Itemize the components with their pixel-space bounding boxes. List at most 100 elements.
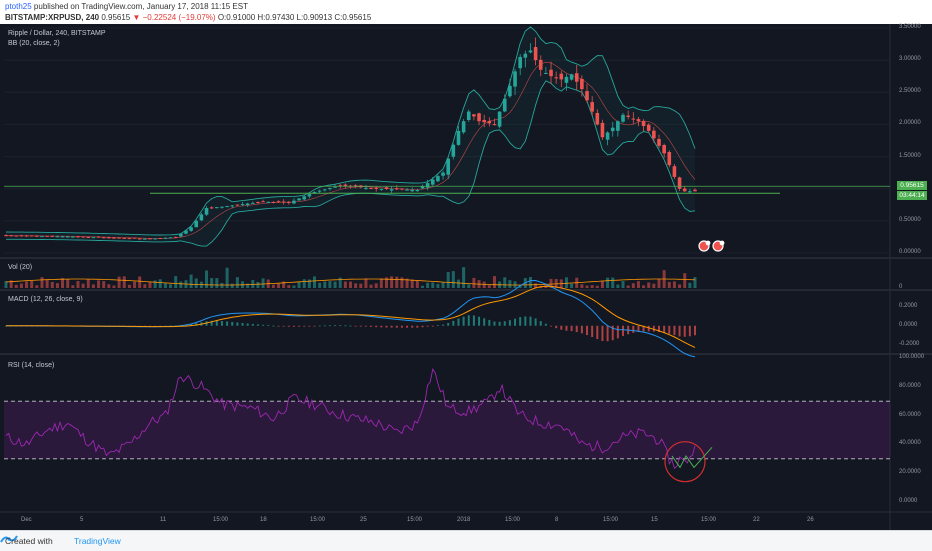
- candle-body: [91, 237, 96, 239]
- volume-bar: [246, 283, 250, 288]
- candle-body: [682, 188, 687, 192]
- time-tick-label: 25: [360, 517, 367, 523]
- candle-body: [179, 233, 183, 237]
- volume-bar: [66, 279, 70, 288]
- volume-bar: [35, 285, 39, 288]
- candle-body: [101, 237, 106, 239]
- volume-bar: [549, 278, 553, 288]
- volume-bar: [307, 279, 311, 288]
- macd-histogram-bar: [668, 325, 671, 334]
- macd-histogram-bar: [514, 318, 517, 326]
- volume-bar: [333, 281, 337, 288]
- candle-body: [461, 121, 466, 133]
- volume-bar: [611, 277, 615, 288]
- macd-histogram-bar: [673, 325, 676, 336]
- volume-bar: [174, 276, 178, 288]
- volume-bar: [492, 276, 496, 288]
- candle-body: [107, 237, 111, 239]
- time-tick-label: Dec: [21, 517, 32, 523]
- volume-bar: [19, 283, 23, 288]
- volume-bar: [621, 281, 625, 288]
- candle-body: [122, 237, 127, 239]
- volume-bar: [426, 282, 430, 288]
- volume-bar: [220, 282, 224, 288]
- macd-histogram-bar: [390, 325, 393, 328]
- macd-histogram-bar: [241, 322, 244, 326]
- candle-body: [286, 201, 291, 203]
- volume-pane-title: Vol (20): [8, 264, 33, 271]
- annotation-circle: [664, 441, 706, 483]
- candle-body: [148, 238, 152, 240]
- macd-histogram-bar: [277, 325, 280, 327]
- candle-body: [71, 236, 75, 238]
- macd-histogram-bar: [616, 325, 619, 339]
- candle-body: [538, 59, 543, 70]
- candle-body: [173, 236, 178, 238]
- candle-body: [688, 191, 692, 193]
- time-tick-label: 15:00: [310, 517, 326, 523]
- macd-histogram-bar: [190, 324, 193, 326]
- macd-histogram-bar: [565, 325, 568, 331]
- candle-body: [497, 111, 502, 127]
- price-tick-label: 2.00000: [899, 120, 921, 127]
- macd-histogram-bar: [503, 321, 506, 326]
- candle-body: [400, 188, 404, 190]
- macd-histogram-bar: [308, 325, 311, 327]
- rsi-tick-label: 20.0000: [899, 469, 921, 476]
- volume-bar: [163, 283, 167, 288]
- candle-body: [389, 189, 394, 191]
- time-tick-label: 11: [160, 517, 167, 523]
- macd-histogram-bar: [529, 316, 532, 326]
- chart-area[interactable]: 3.500003.000002.500002.000001.500001.000…: [0, 24, 932, 530]
- tradingview-brand[interactable]: TradingView: [74, 536, 121, 546]
- candle-body: [549, 69, 553, 77]
- candle-body: [65, 236, 70, 238]
- volume-bar: [318, 282, 322, 288]
- candle-body: [585, 91, 589, 101]
- price-tick-label: 3.50000: [899, 24, 921, 30]
- macd-histogram-bar: [570, 325, 573, 332]
- macd-histogram-bar: [462, 316, 465, 326]
- volume-bar: [564, 277, 568, 288]
- macd-histogram-bar: [508, 320, 511, 326]
- macd-histogram-bar: [544, 323, 547, 326]
- macd-histogram-bar: [596, 325, 599, 340]
- candle-body: [436, 176, 440, 182]
- candle-body: [600, 122, 605, 138]
- candle-body: [117, 237, 121, 239]
- candle-body: [569, 74, 574, 80]
- volume-bar: [487, 285, 491, 288]
- macd-histogram-bar: [658, 325, 661, 333]
- candle-body: [81, 236, 85, 238]
- volume-bar: [359, 283, 363, 288]
- candle-body: [143, 238, 147, 240]
- macd-histogram-bar: [601, 325, 604, 342]
- macd-histogram-bar: [550, 325, 553, 327]
- candle-body: [502, 98, 507, 112]
- macd-histogram-bar: [385, 325, 388, 328]
- candle-body: [76, 236, 80, 238]
- rsi-tick-label: 0.0000: [899, 498, 918, 504]
- volume-bar: [570, 283, 574, 288]
- macd-histogram-bar: [519, 317, 522, 326]
- candle-body: [693, 189, 697, 192]
- macd-histogram-bar: [442, 324, 445, 326]
- macd-histogram-bar: [323, 325, 326, 327]
- candle-body: [528, 50, 533, 53]
- author-link[interactable]: ptoth25: [5, 2, 32, 11]
- macd-histogram-bar: [498, 321, 501, 326]
- macd-histogram-bar: [611, 325, 614, 341]
- volume-bar: [688, 282, 692, 288]
- volume-bar: [384, 277, 388, 288]
- volume-bar: [230, 283, 234, 288]
- candle-body: [281, 201, 286, 203]
- candle-body: [240, 204, 245, 206]
- macd-tick-label: -0.2000: [899, 340, 920, 347]
- volume-bar: [133, 281, 137, 288]
- candle-body: [446, 158, 450, 175]
- time-tick-label: 15:00: [213, 517, 229, 523]
- volume-bar: [410, 279, 414, 288]
- volume-bar: [343, 281, 347, 288]
- macd-pane-title: MACD (12, 26, close, 9): [8, 296, 83, 303]
- bb-indicator-label: BB (20, close, 2): [8, 40, 60, 47]
